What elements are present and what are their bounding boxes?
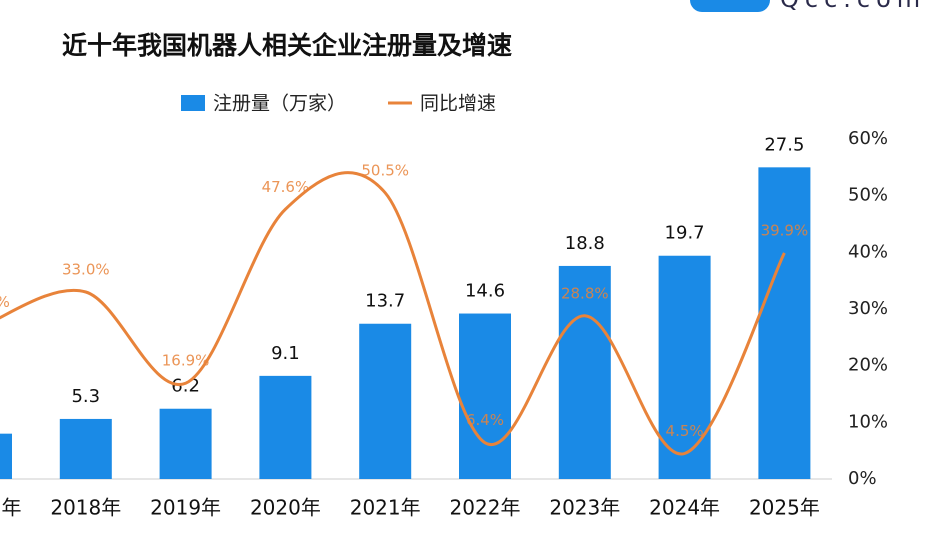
bar-value-label: 5.3: [71, 386, 100, 407]
bar-value-label: 27.5: [764, 134, 804, 155]
legend-label: 同比增速: [420, 93, 496, 115]
x-tick-label: 2018年: [50, 496, 121, 520]
y2-tick-label: 60%: [848, 128, 888, 149]
bar-value-label: 18.8: [565, 233, 605, 254]
y2-tick-label: 10%: [848, 411, 888, 432]
bar: [259, 375, 312, 479]
bar: [459, 313, 511, 479]
legend-label: 注册量（万家）: [213, 93, 346, 115]
line-value-label: 27.3%: [0, 293, 10, 311]
bar: [758, 167, 811, 480]
line-value-label: 6.4%: [466, 411, 504, 429]
line-value-label: 4.5%: [666, 422, 704, 440]
bar: [59, 418, 112, 479]
y2-tick-label: 0%: [848, 468, 877, 489]
bar: [658, 255, 711, 479]
logo-text: Qcc.com: [780, 0, 926, 13]
bar: [359, 323, 412, 479]
bar-value-label: 6.2: [171, 376, 200, 397]
bar-value-label: 19.7: [665, 223, 705, 244]
bar-value-label: 13.7: [365, 291, 405, 312]
bar: [159, 408, 212, 479]
y2-tick-label: 20%: [848, 355, 888, 376]
x-tick-label: 2021年: [350, 496, 421, 520]
line-value-label: 50.5%: [361, 161, 409, 179]
x-tick-label: 2023年: [549, 496, 620, 520]
y2-tick-label: 40%: [848, 241, 888, 262]
bar: [0, 433, 12, 479]
line-value-label: 16.9%: [162, 352, 210, 370]
x-tick-label: 2022年: [450, 496, 521, 520]
logo-mark: [690, 0, 770, 12]
line-value-label: 39.9%: [761, 221, 809, 239]
line-value-label: 47.6%: [262, 178, 310, 196]
line-value-label: 28.8%: [561, 284, 609, 302]
x-tick-label: 2020年: [250, 496, 321, 520]
x-tick-label: 2017年: [0, 496, 21, 520]
y2-tick-label: 30%: [848, 298, 888, 319]
bar-value-label: 9.1: [271, 343, 300, 364]
x-tick-label: 2025年: [749, 496, 820, 520]
legend-swatch: [181, 95, 205, 111]
chart-title: 近十年我国机器人相关企业注册量及增速: [62, 31, 512, 60]
growth-line: [0, 171, 786, 456]
line-value-label: 33.0%: [62, 261, 110, 279]
x-tick-label: 2024年: [649, 496, 720, 520]
y2-tick-label: 50%: [848, 185, 888, 206]
bar-value-label: 14.6: [465, 281, 505, 302]
x-tick-label: 2019年: [150, 496, 221, 520]
bar: [558, 265, 611, 479]
